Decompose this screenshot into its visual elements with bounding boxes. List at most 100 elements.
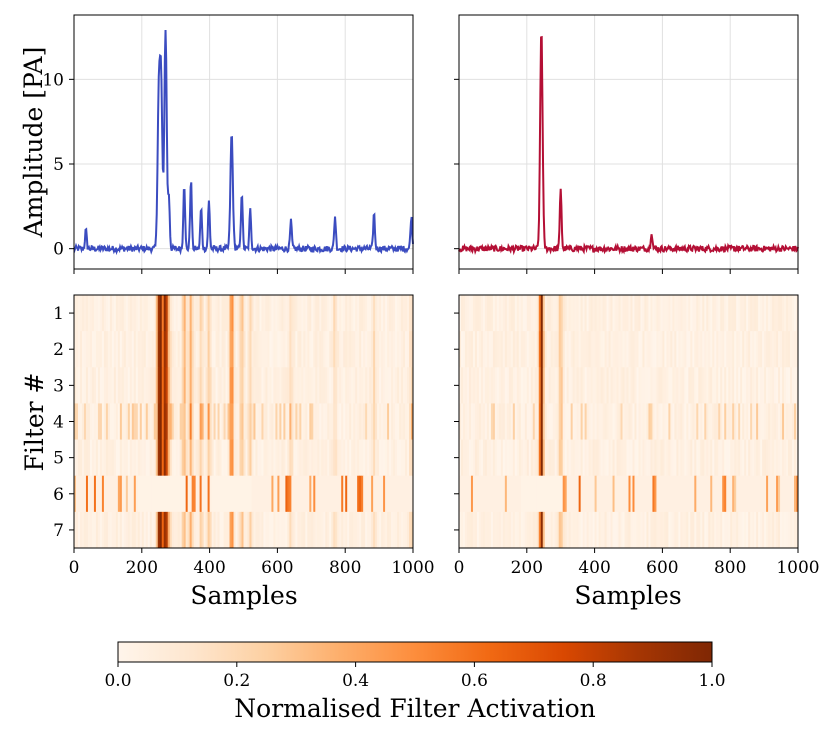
heatmap-cell: [746, 511, 749, 549]
heatmap-cell: [107, 331, 111, 368]
heatmap-cell: [546, 403, 550, 440]
heatmap-cell: [243, 403, 246, 440]
heatmap-cell: [377, 331, 380, 368]
heatmap-cell: [636, 511, 639, 549]
heatmap-cell: [492, 331, 496, 368]
heatmap-cell: [728, 331, 731, 368]
heatmap-cell: [766, 403, 769, 440]
heatmap-cell: [612, 403, 615, 440]
heatmap-cell: [341, 511, 344, 549]
heatmap-cell: [367, 511, 370, 549]
heatmap-cell: [624, 439, 627, 477]
heatmap-cell: [614, 511, 617, 549]
heatmap-cell: [129, 331, 133, 368]
heatmap-cell: [622, 439, 625, 477]
heatmap-cell: [480, 295, 484, 332]
heatmap-cell: [251, 439, 254, 477]
heatmap-cell: [730, 439, 733, 477]
heatmap-cell: [187, 439, 191, 477]
x-tick-label: 1000: [391, 558, 434, 578]
x-tick-label: 1000: [776, 558, 819, 578]
heatmap-cell: [105, 331, 109, 368]
heatmap-cell: [540, 295, 544, 332]
heatmap-cell: [626, 403, 629, 440]
heatmap-cell: [780, 403, 783, 440]
heatmap-cell: [476, 295, 480, 332]
heatmap-cell: [570, 367, 574, 404]
heatmap-cell: [774, 403, 777, 440]
heatmap-cell: [307, 367, 310, 404]
heatmap-cell: [750, 367, 753, 404]
heatmap-cell: [588, 439, 592, 477]
heatmap-cell: [107, 439, 111, 477]
heatmap-cell: [115, 331, 119, 368]
heatmap-cell: [347, 511, 350, 549]
heatmap-cell: [706, 475, 709, 513]
heatmap-cell: [123, 475, 127, 513]
heatmap-cell: [580, 403, 584, 440]
heatmap-cell: [261, 511, 264, 549]
heatmap-cell: [257, 475, 260, 513]
heatmap-cell: [285, 511, 288, 549]
heatmap-cell: [568, 511, 572, 549]
heatmap-cell: [393, 439, 396, 477]
amplitude-plot-right: [454, 14, 799, 274]
heatmap-cell: [556, 439, 560, 477]
heatmap-cell: [612, 475, 615, 513]
heatmap-cell: [357, 295, 360, 332]
heatmap-cell: [347, 331, 350, 368]
heatmap-cell: [315, 439, 318, 477]
heatmap-cell: [359, 367, 362, 404]
heatmap-cell: [221, 511, 224, 549]
heatmap-cell: [724, 403, 727, 440]
heatmap-cell: [97, 295, 101, 332]
heatmap-cell: [111, 403, 115, 440]
heatmap-cell: [79, 403, 83, 440]
heatmap-cell: [383, 439, 386, 477]
heatmap-cell: [676, 511, 679, 549]
heatmap-cell: [678, 439, 681, 477]
x-tick-label: 800: [714, 558, 746, 578]
heatmap-cell: [191, 439, 195, 477]
heatmap-cell: [91, 331, 95, 368]
heatmap-cell: [205, 295, 208, 332]
heatmap-cell: [289, 331, 292, 368]
heatmap-cell: [544, 475, 548, 513]
heatmap-cell: [165, 403, 169, 440]
y-axis-label-amplitude: Amplitude [PA]: [19, 47, 48, 239]
heatmap-cell: [325, 295, 328, 332]
heatmap-cell: [197, 439, 201, 477]
heatmap-cell: [468, 403, 472, 440]
heatmap-cell: [596, 295, 599, 332]
heatmap-cell: [293, 367, 296, 404]
heatmap-cell: [726, 439, 729, 477]
heatmap-cell: [460, 439, 464, 477]
heatmap-cell: [107, 511, 111, 549]
heatmap-cell: [165, 295, 169, 332]
heatmap-cell: [606, 403, 609, 440]
heatmap-cell: [155, 367, 159, 404]
heatmap-cell: [496, 331, 500, 368]
filter-tick-label: 3: [53, 376, 64, 396]
heatmap-cell: [502, 295, 506, 332]
heatmap-cell: [371, 403, 374, 440]
heatmap-cell: [313, 511, 316, 549]
heatmap-cell: [391, 295, 394, 332]
heatmap-cell: [255, 367, 258, 404]
heatmap-cell: [361, 511, 364, 549]
heatmap-cell: [556, 295, 560, 332]
heatmap-cell: [127, 331, 131, 368]
heatmap-cell: [612, 367, 615, 404]
heatmap-cell: [626, 475, 629, 513]
heatmap-cell: [251, 367, 254, 404]
heatmap-cell: [149, 403, 153, 440]
heatmap-cell: [213, 331, 216, 368]
heatmap-cell: [81, 439, 85, 477]
heatmap-cell: [624, 295, 627, 332]
heatmap-cell: [578, 367, 582, 404]
heatmap-cell: [363, 295, 366, 332]
heatmap-cell: [672, 511, 675, 549]
heatmap-cell: [163, 511, 167, 549]
heatmap-cell: [694, 475, 697, 513]
heatmap-cell: [762, 295, 765, 332]
